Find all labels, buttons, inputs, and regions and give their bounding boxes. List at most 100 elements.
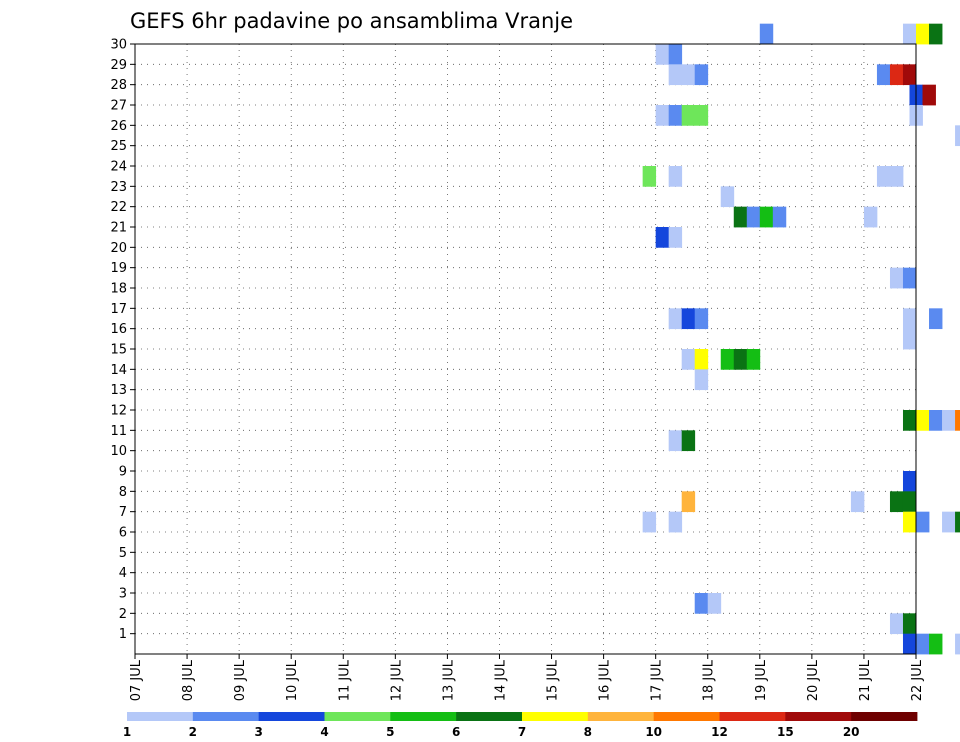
y-tick-label: 21 <box>110 221 127 236</box>
y-tick-label: 11 <box>110 424 127 439</box>
x-tick-label: 09 JUL <box>233 659 248 701</box>
y-tick-label: 25 <box>110 139 127 154</box>
ensemble-cell <box>902 328 917 350</box>
legend-swatch <box>127 712 194 721</box>
ensemble-cell <box>655 44 670 65</box>
ensemble-cell <box>929 23 943 45</box>
ensemble-cell <box>642 166 657 187</box>
ensemble-cell <box>681 349 696 370</box>
ensemble-cell <box>668 166 683 187</box>
ensemble-cell <box>746 349 761 370</box>
ensemble-cell <box>720 349 735 370</box>
chart-title: GEFS 6hr padavine po ansamblima Vranje <box>130 9 573 33</box>
ensemble-cell <box>655 105 670 126</box>
ensemble-cell <box>902 267 917 289</box>
ensemble-cell <box>850 491 865 513</box>
legend-swatch <box>653 712 720 721</box>
y-tick-label: 2 <box>119 607 127 622</box>
ensemble-cell <box>720 186 735 208</box>
ensemble-cell <box>916 633 930 655</box>
x-tick-label: 11 JUL <box>337 659 352 701</box>
ensemble-cell <box>889 491 904 513</box>
legend-swatch <box>456 712 523 721</box>
legend-label: 12 <box>711 725 728 739</box>
ensemble-cell <box>681 491 696 513</box>
ensemble-cell <box>668 44 683 65</box>
ensemble-cell <box>889 166 904 187</box>
ensemble-cell <box>902 410 917 431</box>
ensemble-cell <box>694 593 709 614</box>
ensemble-cell <box>681 64 696 86</box>
ensemble-cell <box>694 105 709 126</box>
ensemble-cell <box>694 308 709 330</box>
legend-swatch <box>719 712 786 721</box>
y-tick-label: 10 <box>110 444 127 459</box>
ensemble-cell <box>668 64 683 86</box>
y-tick-label: 4 <box>119 566 127 581</box>
ensemble-cell <box>681 308 696 330</box>
ensemble-cell <box>876 166 891 187</box>
ensemble-cell <box>955 410 960 431</box>
legend-swatch <box>324 712 391 721</box>
x-tick-label: 17 JUL <box>650 659 665 701</box>
x-tick-label: 07 JUL <box>129 659 144 701</box>
ensemble-cell <box>863 206 878 228</box>
y-axis: 1234567891011121314151617181920212223242… <box>110 38 135 642</box>
legend-label: 6 <box>452 725 460 739</box>
ensemble-cell <box>902 64 917 86</box>
y-tick-label: 29 <box>110 58 127 73</box>
ensemble-cell <box>955 511 960 533</box>
ensemble-cell <box>902 491 917 513</box>
legend-label: 2 <box>189 725 197 739</box>
x-tick-label: 13 JUL <box>441 659 456 701</box>
ensemble-cell <box>707 593 722 614</box>
x-tick-label: 12 JUL <box>389 659 404 701</box>
y-tick-label: 13 <box>110 383 127 398</box>
y-tick-label: 17 <box>110 302 127 317</box>
x-tick-label: 21 JUL <box>858 659 873 701</box>
ensemble-cell <box>942 410 956 431</box>
ensemble-cell <box>668 105 683 126</box>
legend-swatch <box>587 712 655 721</box>
y-tick-label: 6 <box>119 526 127 541</box>
ensemble-cell <box>955 125 960 147</box>
ensemble-cell <box>694 64 709 86</box>
ensemble-cell <box>759 206 774 228</box>
legend-label: 1 <box>123 725 131 739</box>
legend-label: 5 <box>386 725 394 739</box>
ensemble-cell <box>922 84 936 106</box>
legend-label: 15 <box>777 725 794 739</box>
ensemble-cell <box>759 23 774 45</box>
ensemble-cell <box>668 430 683 452</box>
ensemble-cell <box>733 206 748 228</box>
ensemble-cell <box>929 308 943 330</box>
ensemble-cell <box>916 23 930 45</box>
y-tick-label: 26 <box>110 119 127 134</box>
legend-swatch <box>522 712 589 721</box>
ensemble-cells <box>642 23 960 655</box>
y-tick-label: 15 <box>110 343 127 358</box>
x-tick-label: 20 JUL <box>806 659 821 701</box>
x-tick-label: 08 JUL <box>181 659 196 701</box>
y-tick-label: 23 <box>110 180 127 195</box>
ensemble-cell <box>902 511 917 533</box>
x-tick-label: 22 JUL <box>910 659 925 701</box>
y-tick-label: 22 <box>110 200 127 215</box>
y-tick-label: 24 <box>110 160 127 175</box>
legend-swatch <box>192 712 260 721</box>
legend-swatch <box>258 712 325 721</box>
ensemble-cell <box>746 206 761 228</box>
legend-label: 20 <box>843 725 860 739</box>
legend-label: 4 <box>320 725 328 739</box>
x-tick-label: 19 JUL <box>754 659 769 701</box>
legend-label: 10 <box>645 725 662 739</box>
ensemble-cell <box>681 430 696 452</box>
x-tick-label: 10 JUL <box>285 659 300 701</box>
legend-swatch <box>785 712 852 721</box>
ensemble-cell <box>655 227 670 248</box>
ensemble-cell <box>929 633 943 655</box>
ensemble-cell <box>668 308 683 330</box>
ensemble-cell <box>889 267 904 289</box>
ensemble-cell <box>668 511 683 533</box>
